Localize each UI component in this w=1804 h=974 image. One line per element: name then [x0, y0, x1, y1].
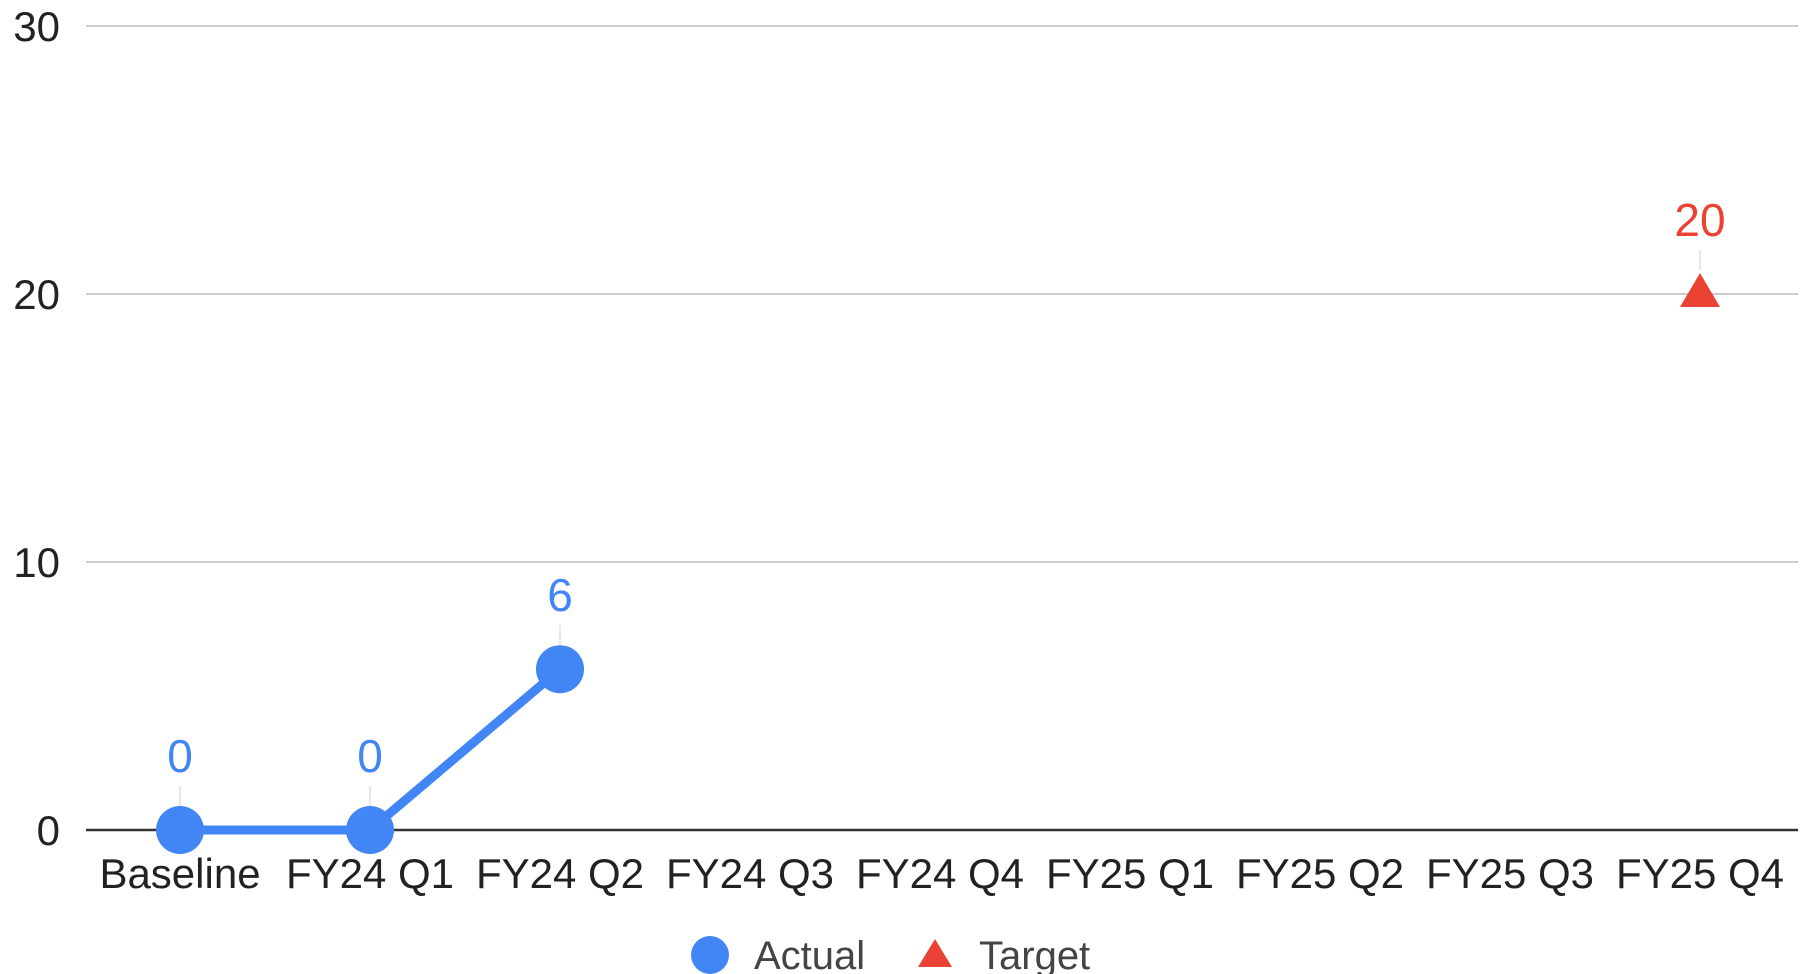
x-tick-label: Baseline: [99, 850, 260, 897]
data-label-actual: 6: [547, 569, 573, 621]
series-layer: [156, 273, 1720, 854]
data-point-actual: [536, 645, 584, 694]
legend-marker-actual: [691, 936, 729, 974]
y-axis-ticks: 0 10 20 30: [13, 3, 60, 854]
legend: Actual Target: [691, 934, 1090, 974]
y-tick-label: 30: [13, 3, 60, 50]
x-tick-label: FY25 Q4: [1616, 850, 1784, 897]
x-tick-label: FY24 Q3: [666, 850, 834, 897]
x-tick-label: FY25 Q3: [1426, 850, 1594, 897]
data-label-target: 20: [1674, 194, 1725, 246]
x-tick-label: FY24 Q1: [286, 850, 454, 897]
x-tick-label: FY25 Q1: [1046, 850, 1214, 897]
data-point-actual: [156, 806, 204, 854]
legend-label-target: Target: [979, 934, 1090, 974]
y-tick-label: 10: [13, 539, 60, 586]
data-label-actual: 0: [167, 730, 193, 782]
x-tick-label: FY25 Q2: [1236, 850, 1404, 897]
gridlines: [86, 25, 1798, 832]
y-tick-label: 0: [37, 807, 60, 854]
x-tick-label: FY24 Q4: [856, 850, 1024, 897]
data-point-actual: [346, 806, 394, 854]
data-labels: 0 0 6 20: [167, 194, 1726, 806]
data-point-target: [1680, 273, 1720, 307]
data-label-actual: 0: [357, 730, 383, 782]
x-tick-label: FY24 Q2: [476, 850, 644, 897]
x-axis-ticks: Baseline FY24 Q1 FY24 Q2 FY24 Q3 FY24 Q4 FY25…: [99, 850, 1784, 897]
legend-marker-target: [918, 939, 952, 967]
y-tick-label: 20: [13, 271, 60, 318]
legend-label-actual: Actual: [754, 934, 865, 974]
